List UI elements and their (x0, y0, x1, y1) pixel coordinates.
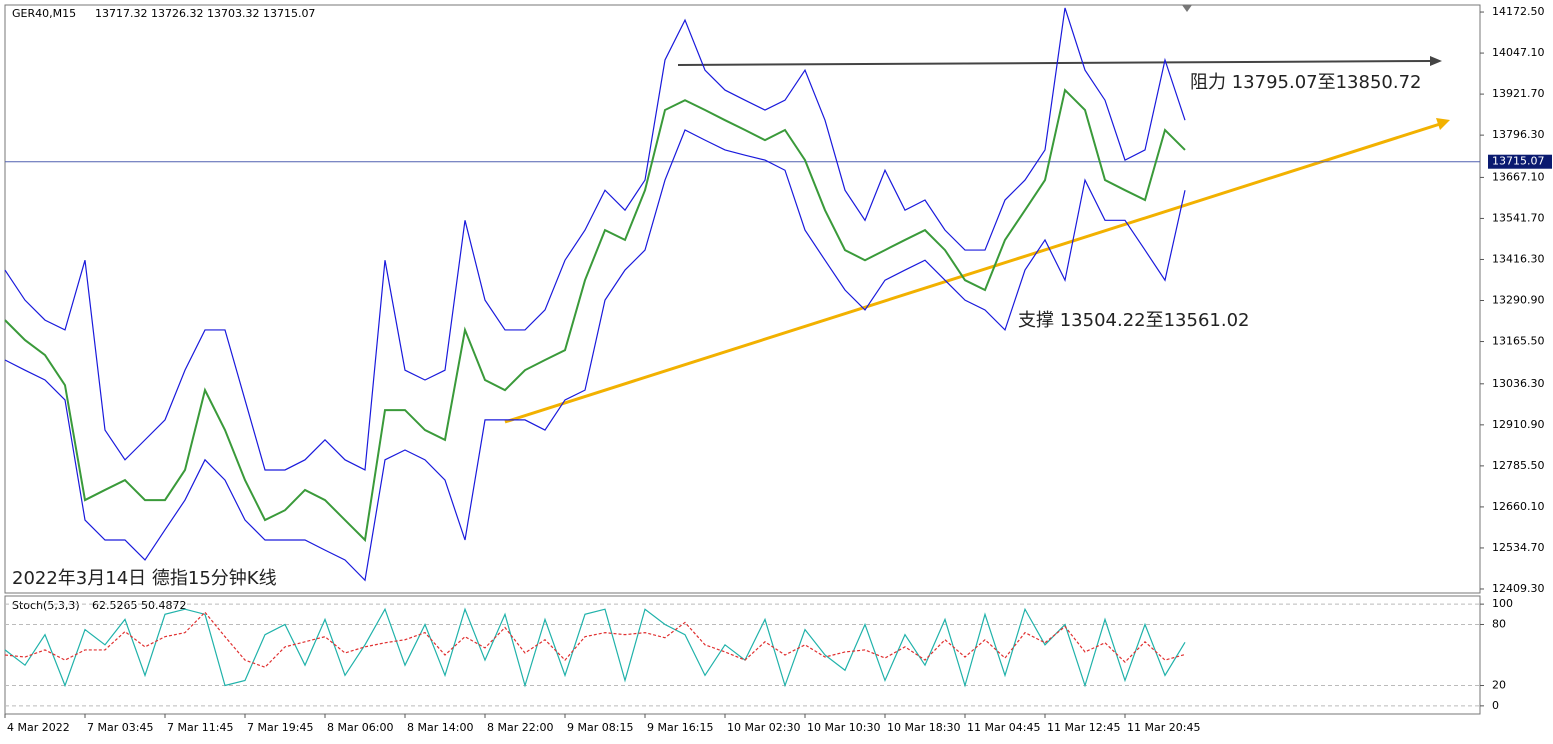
x-tick-label: 7 Mar 03:45 (87, 721, 153, 734)
y-tick-label: 0 (1492, 699, 1499, 712)
y-tick-label: 13921.70 (1492, 87, 1545, 100)
x-tick-label: 10 Mar 10:30 (807, 721, 880, 734)
last-price-box (1488, 154, 1552, 169)
y-tick-label: 13165.50 (1492, 335, 1545, 348)
series-line (4, 611, 1186, 668)
y-tick-label: 12910.90 (1492, 418, 1545, 431)
y-tick-label: 20 (1492, 679, 1506, 692)
y-tick-label: 13541.70 (1492, 211, 1545, 224)
annotation: 阻力 13795.07至13850.72 (1190, 72, 1422, 93)
price-panel (4, 4, 1481, 594)
y-tick-label: 100 (1492, 597, 1513, 610)
annotation: 支撑 13504.22至13561.02 (1018, 310, 1250, 331)
x-tick-label: 10 Mar 18:30 (887, 721, 960, 734)
resistance-line (677, 60, 1433, 66)
indicator-name: Stoch(5,3,3) (12, 599, 80, 612)
x-tick-label: 11 Mar 20:45 (1127, 721, 1200, 734)
y-tick-label: 13290.90 (1492, 294, 1545, 307)
y-tick-label: 12785.50 (1492, 459, 1545, 472)
series-line (4, 7, 1186, 471)
symbol: GER40,M15 (12, 7, 76, 20)
y-tick-label: 13036.30 (1492, 377, 1545, 390)
arrow-head (1436, 118, 1450, 130)
y-tick-label: 80 (1492, 617, 1506, 630)
x-tick-label: 4 Mar 2022 (7, 721, 70, 734)
y-tick-label: 13667.10 (1492, 170, 1545, 183)
x-tick-label: 8 Mar 06:00 (327, 721, 393, 734)
y-tick-label: 12660.10 (1492, 500, 1545, 513)
x-tick-label: 9 Mar 16:15 (647, 721, 713, 734)
indicator-values: 62.5265 50.4872 (92, 599, 186, 612)
ohlc: 13717.32 13726.32 13703.32 13715.07 (95, 7, 315, 20)
trend-line (504, 122, 1441, 424)
series-line (4, 88, 1186, 543)
y-tick-label: 14172.50 (1492, 5, 1545, 18)
last-price-label: 13715.07 (1492, 155, 1545, 168)
annotation: 2022年3月14日 德指15分钟K线 (12, 568, 277, 589)
series-line (4, 129, 1186, 582)
x-tick-label: 10 Mar 02:30 (727, 721, 800, 734)
x-tick-label: 7 Mar 11:45 (167, 721, 233, 734)
y-tick-label: 12409.30 (1492, 582, 1545, 595)
arrow-head (1430, 56, 1442, 66)
y-tick-label: 13416.30 (1492, 252, 1545, 265)
x-tick-label: 11 Mar 04:45 (967, 721, 1040, 734)
x-tick-label: 11 Mar 12:45 (1047, 721, 1120, 734)
x-tick-label: 8 Mar 22:00 (487, 721, 553, 734)
y-tick-label: 13796.30 (1492, 128, 1545, 141)
x-tick-label: 7 Mar 19:45 (247, 721, 313, 734)
series-line (4, 607, 1186, 688)
x-tick-label: 9 Mar 08:15 (567, 721, 633, 734)
x-tick-label: 8 Mar 14:00 (407, 721, 473, 734)
y-tick-label: 14047.10 (1492, 46, 1545, 59)
shift-marker (1182, 5, 1192, 12)
y-tick-label: 12534.70 (1492, 541, 1545, 554)
